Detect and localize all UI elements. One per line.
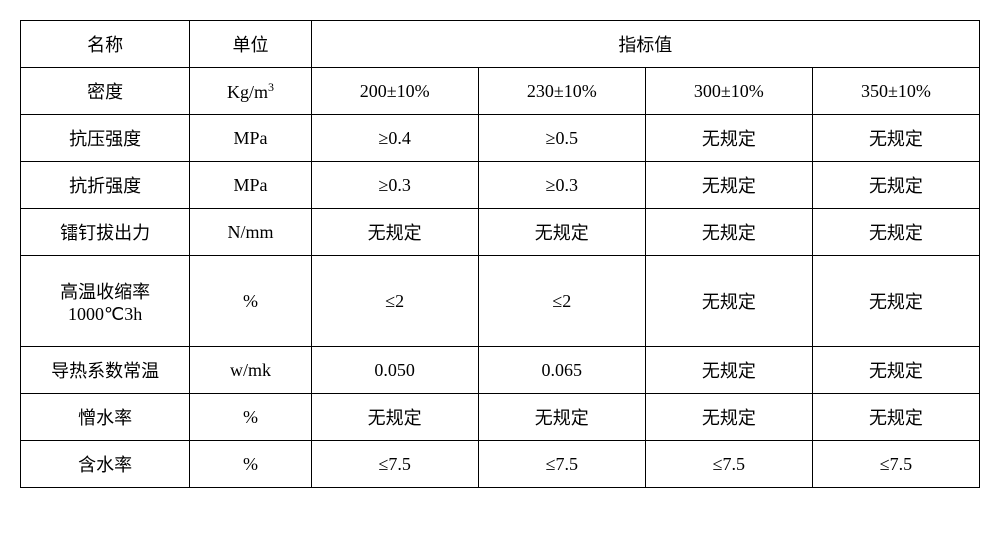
cell-name: 含水率 (21, 441, 190, 488)
cell-unit: % (190, 256, 311, 347)
cell-value: 无规定 (812, 256, 979, 347)
cell-value: 无规定 (812, 394, 979, 441)
cell-name: 抗压强度 (21, 115, 190, 162)
table-row: 导热系数常温 w/mk 0.050 0.065 无规定 无规定 (21, 347, 980, 394)
cell-value: 无规定 (645, 162, 812, 209)
cell-value: 无规定 (478, 209, 645, 256)
header-name: 名称 (21, 21, 190, 68)
cell-unit: % (190, 394, 311, 441)
cell-name: 高温收缩率1000℃3h (21, 256, 190, 347)
cell-value: 无规定 (812, 347, 979, 394)
cell-value: ≥0.3 (311, 162, 478, 209)
table-row: 密度 Kg/m3 200±10% 230±10% 300±10% 350±10% (21, 68, 980, 115)
cell-name: 密度 (21, 68, 190, 115)
cell-name: 憎水率 (21, 394, 190, 441)
cell-value: 无规定 (812, 115, 979, 162)
cell-unit: MPa (190, 115, 311, 162)
cell-value: 无规定 (645, 394, 812, 441)
cell-value: ≤7.5 (311, 441, 478, 488)
table-row: 含水率 % ≤7.5 ≤7.5 ≤7.5 ≤7.5 (21, 441, 980, 488)
cell-value: 0.050 (311, 347, 478, 394)
table-row: 高温收缩率1000℃3h % ≤2 ≤2 无规定 无规定 (21, 256, 980, 347)
cell-unit: N/mm (190, 209, 311, 256)
header-values: 指标值 (311, 21, 979, 68)
table-row: 抗压强度 MPa ≥0.4 ≥0.5 无规定 无规定 (21, 115, 980, 162)
cell-name: 镭钉拔出力 (21, 209, 190, 256)
cell-value: 无规定 (478, 394, 645, 441)
cell-value: 无规定 (812, 209, 979, 256)
cell-value: ≤7.5 (812, 441, 979, 488)
header-row: 名称 单位 指标值 (21, 21, 980, 68)
cell-unit: w/mk (190, 347, 311, 394)
cell-value: 无规定 (812, 162, 979, 209)
table-row: 镭钉拔出力 N/mm 无规定 无规定 无规定 无规定 (21, 209, 980, 256)
cell-unit: % (190, 441, 311, 488)
cell-value: ≤2 (311, 256, 478, 347)
cell-value: ≥0.3 (478, 162, 645, 209)
cell-value: ≤2 (478, 256, 645, 347)
header-unit: 单位 (190, 21, 311, 68)
spec-table: 名称 单位 指标值 密度 Kg/m3 200±10% 230±10% 300±1… (20, 20, 980, 488)
cell-value: 无规定 (311, 394, 478, 441)
cell-value: 0.065 (478, 347, 645, 394)
cell-value: 无规定 (645, 347, 812, 394)
cell-name: 导热系数常温 (21, 347, 190, 394)
cell-value: ≥0.5 (478, 115, 645, 162)
cell-unit: MPa (190, 162, 311, 209)
cell-value: 无规定 (311, 209, 478, 256)
cell-unit: Kg/m3 (190, 68, 311, 115)
table-row: 憎水率 % 无规定 无规定 无规定 无规定 (21, 394, 980, 441)
cell-value: ≤7.5 (478, 441, 645, 488)
cell-value: ≥0.4 (311, 115, 478, 162)
cell-name: 抗折强度 (21, 162, 190, 209)
cell-value: 230±10% (478, 68, 645, 115)
table-row: 抗折强度 MPa ≥0.3 ≥0.3 无规定 无规定 (21, 162, 980, 209)
cell-value: 350±10% (812, 68, 979, 115)
cell-value: 无规定 (645, 115, 812, 162)
cell-value: 无规定 (645, 209, 812, 256)
cell-value: 200±10% (311, 68, 478, 115)
cell-value: 300±10% (645, 68, 812, 115)
cell-value: 无规定 (645, 256, 812, 347)
cell-value: ≤7.5 (645, 441, 812, 488)
